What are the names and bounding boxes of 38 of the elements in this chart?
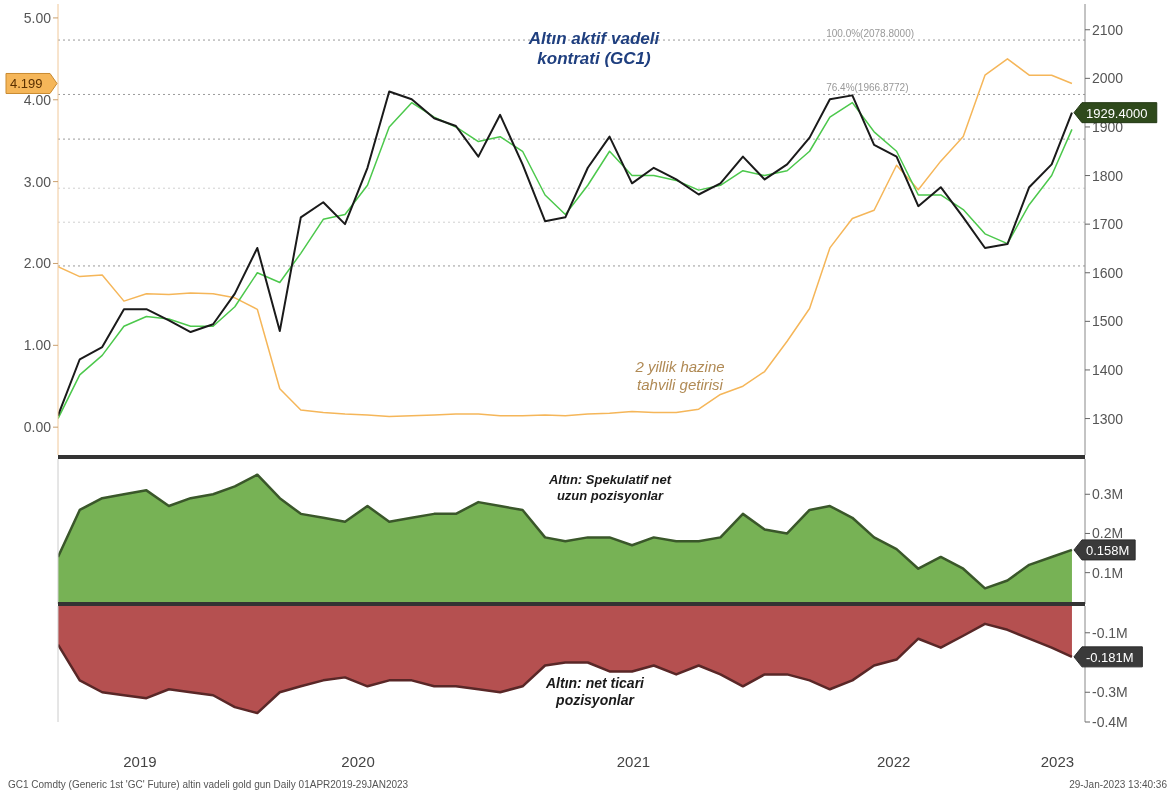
data-label: 0.158M xyxy=(1085,542,1130,558)
ref-line-label: 76.4%(1966.8772) xyxy=(826,82,909,94)
series-label: 2 yillik hazine tahvili getirisi xyxy=(634,358,725,393)
y-tick-label: 5.00 xyxy=(23,9,52,26)
y2-tick-label: 2000 xyxy=(1092,70,1124,87)
y-tick-label: 4.00 xyxy=(23,91,52,108)
y2-tick-label: 1500 xyxy=(1092,313,1124,330)
series-label: Altın: net ticari pozisyonlar xyxy=(544,675,646,708)
text: GC1 Comdty (Generic 1st 'GC' Future) altin vadeli gold gun Daily 01APR2019-29JAN2023 xyxy=(8,779,409,790)
x-tick-label: 2019 xyxy=(123,753,157,770)
x-tick-label: 2023 xyxy=(1040,753,1075,770)
y2-tick-label: 1800 xyxy=(1092,167,1124,184)
x-tick-label: 2020 xyxy=(341,753,375,770)
y2-tick-label: 2100 xyxy=(1092,21,1124,38)
y-tick-label: 0.2M xyxy=(1092,525,1124,542)
y2-tick-label: 1300 xyxy=(1092,410,1124,427)
data-label: -0.181M xyxy=(1085,649,1134,665)
y2-tick-label: 1400 xyxy=(1092,361,1124,378)
series-label: Altın: Spekulatif net uzun pozisyonlar xyxy=(547,472,672,503)
x-tick-label: 2022 xyxy=(876,753,911,770)
y-tick-label: -0.4M xyxy=(1092,714,1128,730)
ref-line-label: 100.0%(2078.8000) xyxy=(826,28,915,40)
y-tick-label: 0.3M xyxy=(1092,486,1124,503)
y2-tick-label: 1900 xyxy=(1092,118,1124,135)
text: 29-Jan-2023 13:40:36 xyxy=(1069,779,1168,790)
data-label: 1929.4000 xyxy=(1085,105,1148,121)
y-tick-label: 1.00 xyxy=(23,337,52,354)
y-tick-label: -0.3M xyxy=(1092,684,1128,701)
x-tick-label: 2021 xyxy=(616,753,651,770)
y-tick-label: -0.1M xyxy=(1092,624,1128,641)
y-tick-label: 2.00 xyxy=(23,255,52,272)
y2-tick-label: 1600 xyxy=(1092,264,1124,281)
y-tick-label: 3.00 xyxy=(23,173,52,190)
y2-tick-label: 1700 xyxy=(1092,216,1124,233)
y-tick-label: 0.1M xyxy=(1092,564,1124,581)
text: 4.199 xyxy=(10,76,43,92)
annotation: Altın aktif vadeli kontrati (GC1) xyxy=(527,29,661,68)
y-tick-label: 0.00 xyxy=(23,419,52,436)
